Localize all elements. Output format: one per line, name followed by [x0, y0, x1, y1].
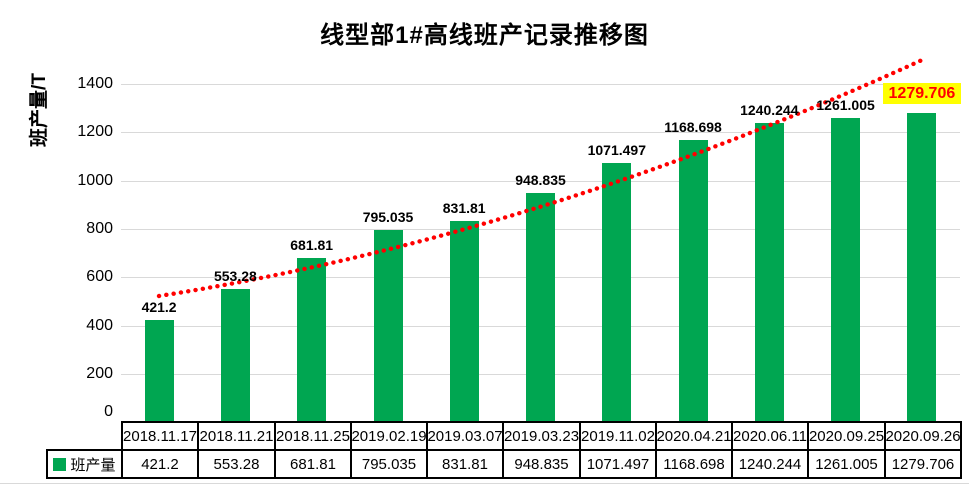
data-label: 421.2	[99, 298, 219, 316]
legend-swatch-icon	[53, 457, 67, 471]
table-date-cell: 2018.11.21	[197, 421, 276, 451]
bar	[297, 257, 327, 422]
bar	[526, 193, 555, 422]
data-label: 681.81	[252, 236, 372, 254]
bar	[831, 117, 861, 422]
data-label-text: 421.2	[141, 299, 177, 316]
table-date-cell: 2020.09.26	[884, 421, 962, 451]
data-label-text: 831.81	[442, 200, 486, 217]
table-value-cell: 1071.497	[579, 449, 657, 479]
data-label-text: 1279.706	[882, 83, 962, 105]
data-label: 1168.698	[633, 118, 753, 136]
table-date-cell: 2019.03.07	[426, 421, 504, 451]
data-label: 831.81	[404, 199, 524, 217]
table-date-cell: 2020.09.25	[807, 421, 886, 451]
table-value-cell: 553.28	[197, 449, 276, 479]
table-value-cell: 681.81	[274, 449, 352, 479]
bar	[373, 230, 403, 422]
bar	[907, 113, 937, 422]
data-label-text: 795.035	[362, 209, 414, 226]
data-label-text: 1240.244	[740, 101, 799, 118]
table-value-cell: 1168.698	[655, 449, 733, 479]
table-date-cell: 2018.11.25	[274, 421, 352, 451]
y-axis-tick: 200	[86, 364, 113, 382]
bar	[678, 140, 708, 422]
table-date-cell: 2019.02.19	[350, 421, 428, 451]
table-date-cell: 2018.11.17	[121, 421, 199, 451]
data-label-text: 1071.497	[587, 142, 646, 159]
chart-title: 线型部1#高线班产记录推移图	[320, 22, 649, 49]
bar	[602, 163, 632, 422]
y-axis-tick: 600	[86, 268, 113, 286]
table-value-cell: 948.835	[502, 449, 581, 479]
table-value-cell: 421.2	[121, 449, 199, 479]
bottom-divider	[0, 483, 969, 484]
data-label-text: 681.81	[290, 236, 334, 253]
data-label: 1261.005	[786, 96, 906, 114]
data-label: 948.835	[481, 171, 601, 189]
bar	[449, 221, 479, 422]
data-label: 1240.244	[709, 101, 829, 119]
legend-label: 班产量	[70, 456, 116, 474]
y-axis-tick: 1200	[77, 123, 113, 141]
table-date-cell: 2020.06.11	[731, 421, 809, 451]
y-axis-tick: 400	[86, 316, 113, 334]
gridline	[121, 84, 960, 86]
table-value-cell: 795.035	[350, 449, 428, 479]
table-date-cell: 2020.04.21	[655, 421, 733, 451]
table-date-cell: 2019.03.23	[502, 421, 581, 451]
data-label-text: 1168.698	[664, 119, 722, 135]
legend-cell: 班产量	[46, 449, 123, 479]
table-value-cell: 1240.244	[731, 449, 809, 479]
table-value-cell: 1279.706	[884, 449, 962, 479]
data-label: 553.28	[175, 267, 295, 285]
gridline	[121, 132, 960, 134]
y-axis-tick: 1000	[77, 171, 113, 189]
y-axis-tick: 1400	[77, 75, 113, 93]
table-value-cell: 831.81	[426, 449, 504, 479]
data-label-highlighted: 1279.706	[862, 83, 969, 105]
table-value-cell: 1261.005	[807, 449, 886, 479]
data-label: 795.035	[328, 208, 448, 226]
data-label: 1071.497	[557, 141, 677, 159]
gridline	[121, 180, 960, 182]
bar	[754, 122, 784, 422]
bar	[220, 288, 250, 422]
y-axis-tick: 0	[104, 403, 113, 420]
table-date-cell: 2019.11.02	[579, 421, 657, 451]
data-label-text: 553.28	[213, 267, 257, 284]
y-axis-tick: 800	[86, 219, 113, 237]
trendline-path	[156, 57, 925, 299]
bar	[144, 320, 174, 422]
data-label-text: 1261.005	[816, 96, 875, 113]
data-label-text: 948.835	[515, 172, 566, 188]
